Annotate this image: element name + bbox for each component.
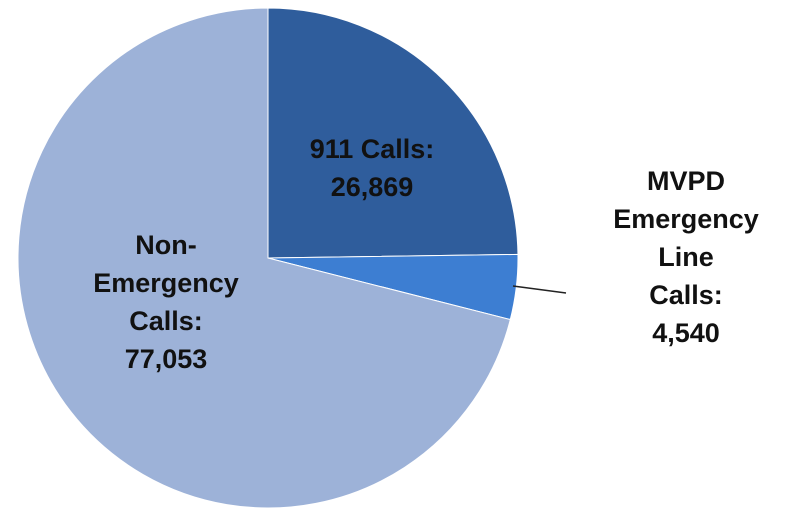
pie-slice [17, 7, 511, 509]
slice-label: MVPD Emergency Line Calls: 4,540 [613, 166, 759, 348]
slice-label: 911 Calls: 26,869 [309, 134, 435, 202]
leader-line [512, 285, 567, 294]
pie-slice [267, 7, 519, 259]
slice-label: Non- Emergency Calls: 77,053 [93, 230, 239, 374]
